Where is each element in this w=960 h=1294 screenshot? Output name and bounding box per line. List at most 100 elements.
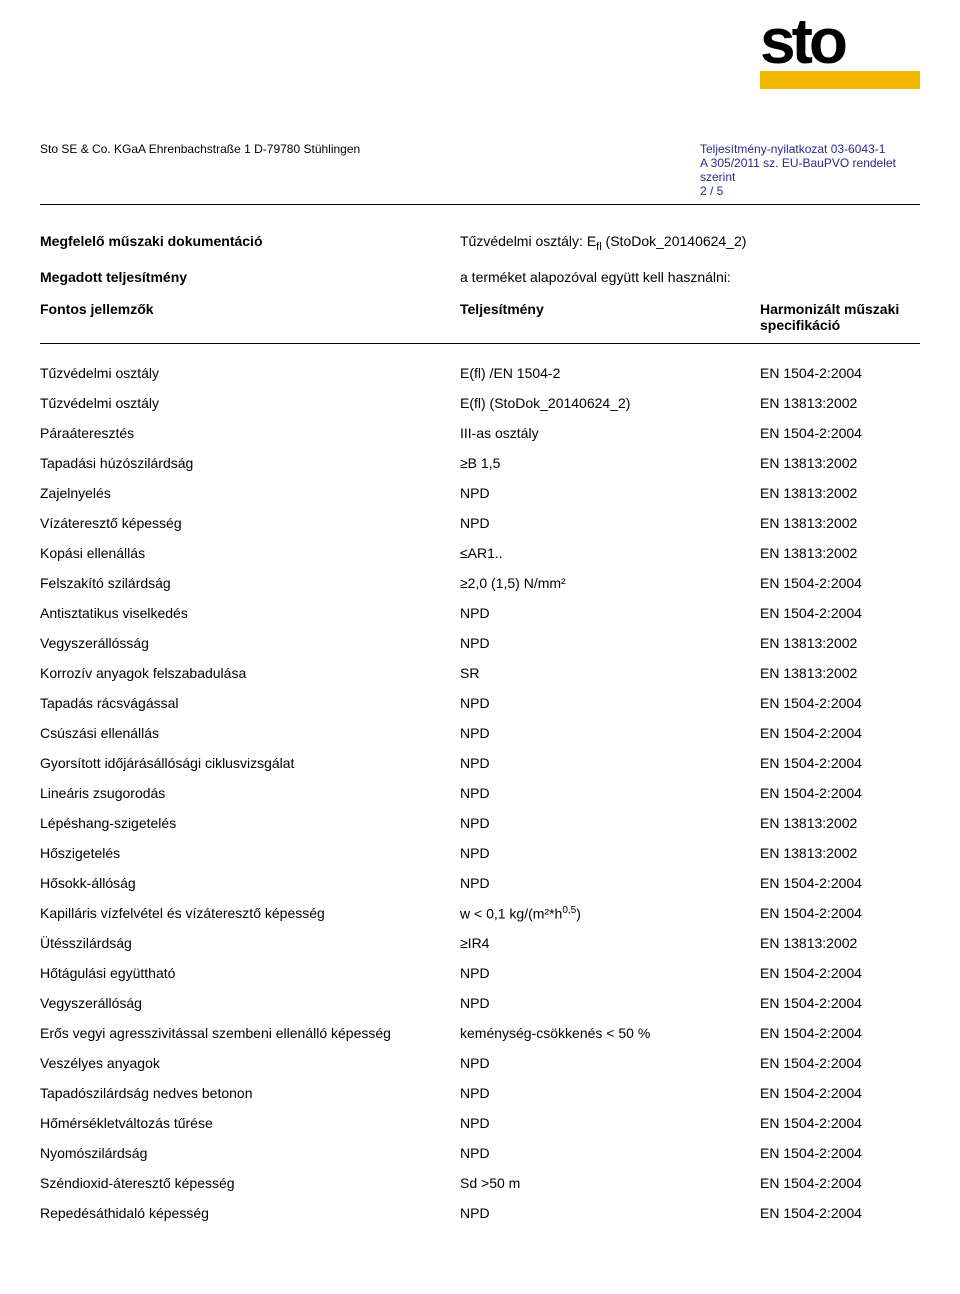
logo-wordmark: sto (760, 16, 920, 67)
cell-property: Kapilláris vízfelvétel és vízáteresztő k… (40, 905, 460, 922)
company-address: Sto SE & Co. KGaA Ehrenbachstraße 1 D-79… (40, 142, 360, 198)
header-separator (40, 204, 920, 205)
th-col3: Harmonizált műszaki specifikáció (760, 301, 920, 333)
cell-spec: EN 1504-2:2004 (760, 1175, 920, 1191)
cell-spec: EN 1504-2:2004 (760, 725, 920, 741)
kv-doc-value: Tűzvédelmi osztály: Efl (StoDok_20140624… (460, 233, 920, 253)
cell-value: NPD (460, 1115, 760, 1131)
cell-spec: EN 13813:2002 (760, 455, 920, 471)
cell-value: ≥2,0 (1,5) N/mm² (460, 575, 760, 591)
table-row: Tapadószilárdság nedves betononNPDEN 150… (40, 1078, 920, 1108)
table-row: NyomószilárdságNPDEN 1504-2:2004 (40, 1138, 920, 1168)
cell-value: ≤AR1.. (460, 545, 760, 561)
table-header: Fontos jellemzők Teljesítmény Harmonizál… (40, 301, 920, 341)
cell-property: Antisztatikus viselkedés (40, 605, 460, 621)
doc-title: Teljesítmény-nyilatkozat 03-6043-1 (700, 142, 920, 156)
cell-spec: EN 1504-2:2004 (760, 425, 920, 441)
table-row: Kopási ellenállás≤AR1..EN 13813:2002 (40, 538, 920, 568)
cell-spec: EN 13813:2002 (760, 935, 920, 951)
cell-value: NPD (460, 815, 760, 831)
cell-value: ≥B 1,5 (460, 455, 760, 471)
table-row: Hőtágulási együtthatóNPDEN 1504-2:2004 (40, 958, 920, 988)
table-row: Tűzvédelmi osztályE(fl) /EN 1504-2EN 150… (40, 358, 920, 388)
cell-property: Tűzvédelmi osztály (40, 395, 460, 411)
cell-property: Tapadási húzószilárdság (40, 455, 460, 471)
cell-property: Csúszási ellenállás (40, 725, 460, 741)
table-row: Vízáteresztő képességNPDEN 13813:2002 (40, 508, 920, 538)
cell-property: Tapadás rácsvágással (40, 695, 460, 711)
cell-value: SR (460, 665, 760, 681)
cell-value: w < 0,1 kg/(m²*h0,5) (460, 905, 760, 922)
cell-value: NPD (460, 1205, 760, 1221)
cell-property: Gyorsított időjárásállósági ciklusvizsgá… (40, 755, 460, 771)
cell-property: Tűzvédelmi osztály (40, 365, 460, 381)
cell-property: Vegyszerállósság (40, 635, 460, 651)
cell-spec: EN 1504-2:2004 (760, 1145, 920, 1161)
cell-value: NPD (460, 485, 760, 501)
table-row: Ütésszilárdság≥IR4EN 13813:2002 (40, 928, 920, 958)
cell-property: Hőtágulási együttható (40, 965, 460, 981)
th-col1: Fontos jellemzők (40, 301, 460, 333)
cell-property: Tapadószilárdság nedves betonon (40, 1085, 460, 1101)
cell-property: Felszakító szilárdság (40, 575, 460, 591)
table-row: Antisztatikus viselkedésNPDEN 1504-2:200… (40, 598, 920, 628)
kv-doc-value-post: (StoDok_20140624_2) (602, 233, 747, 249)
table-row: PáraáteresztésIII-as osztályEN 1504-2:20… (40, 418, 920, 448)
cell-property: Repedésáthidaló képesség (40, 1205, 460, 1221)
cell-value: NPD (460, 875, 760, 891)
cell-value: NPD (460, 755, 760, 771)
cell-spec: EN 1504-2:2004 (760, 1205, 920, 1221)
table-row: Repedésáthidaló képességNPDEN 1504-2:200… (40, 1198, 920, 1228)
th-col2: Teljesítmény (460, 301, 760, 333)
cell-value: NPD (460, 1055, 760, 1071)
cell-property: Hősokk-állóság (40, 875, 460, 891)
cell-value: keménység-csökkenés < 50 % (460, 1025, 760, 1041)
cell-spec: EN 1504-2:2004 (760, 1115, 920, 1131)
table-body: Tűzvédelmi osztályE(fl) /EN 1504-2EN 150… (40, 358, 920, 1229)
table-row: Hősokk-állóságNPDEN 1504-2:2004 (40, 868, 920, 898)
table-row: Veszélyes anyagokNPDEN 1504-2:2004 (40, 1048, 920, 1078)
cell-spec: EN 1504-2:2004 (760, 695, 920, 711)
table-row: Lépéshang-szigetelésNPDEN 13813:2002 (40, 808, 920, 838)
cell-property: Nyomószilárdság (40, 1145, 460, 1161)
doc-page-num: 2 / 5 (700, 184, 920, 198)
cell-spec: EN 13813:2002 (760, 545, 920, 561)
th-col3-line2: specifikáció (760, 317, 840, 333)
table-row: Tapadási húzószilárdság≥B 1,5EN 13813:20… (40, 448, 920, 478)
cell-value: Sd >50 m (460, 1175, 760, 1191)
cell-value: NPD (460, 965, 760, 981)
table-row: ZajelnyelésNPDEN 13813:2002 (40, 478, 920, 508)
cell-value: NPD (460, 695, 760, 711)
cell-property: Páraáteresztés (40, 425, 460, 441)
table-row: VegyszerállóságNPDEN 1504-2:2004 (40, 988, 920, 1018)
cell-spec: EN 1504-2:2004 (760, 605, 920, 621)
kv-doc-value-pre: Tűzvédelmi osztály: E (460, 233, 596, 249)
cell-property: Ütésszilárdság (40, 935, 460, 951)
cell-spec: EN 1504-2:2004 (760, 1085, 920, 1101)
cell-spec: EN 13813:2002 (760, 635, 920, 651)
cell-value: NPD (460, 995, 760, 1011)
cell-value: NPD (460, 1145, 760, 1161)
header-row: Sto SE & Co. KGaA Ehrenbachstraße 1 D-79… (40, 142, 920, 198)
cell-spec: EN 1504-2:2004 (760, 1055, 920, 1071)
cell-value: NPD (460, 1085, 760, 1101)
cell-spec: EN 1504-2:2004 (760, 905, 920, 922)
doc-regulation: A 305/2011 sz. EU-BauPVO rendelet szerin… (700, 156, 920, 184)
table-row: Tűzvédelmi osztályE(fl) (StoDok_20140624… (40, 388, 920, 418)
cell-property: Széndioxid-áteresztő képesség (40, 1175, 460, 1191)
cell-value: E(fl) /EN 1504-2 (460, 365, 760, 381)
cell-property: Kopási ellenállás (40, 545, 460, 561)
sto-logo: sto (760, 16, 920, 96)
cell-spec: EN 13813:2002 (760, 395, 920, 411)
cell-spec: EN 13813:2002 (760, 665, 920, 681)
cell-value: ≥IR4 (460, 935, 760, 951)
table-row: Lineáris zsugorodásNPDEN 1504-2:2004 (40, 778, 920, 808)
cell-value: NPD (460, 635, 760, 651)
table-row: Tapadás rácsvágássalNPDEN 1504-2:2004 (40, 688, 920, 718)
th-col3-line1: Harmonizált műszaki (760, 301, 899, 317)
cell-property: Erős vegyi agresszivitással szembeni ell… (40, 1025, 460, 1041)
cell-spec: EN 13813:2002 (760, 815, 920, 831)
cell-spec: EN 1504-2:2004 (760, 365, 920, 381)
cell-value: NPD (460, 515, 760, 531)
cell-value: NPD (460, 785, 760, 801)
